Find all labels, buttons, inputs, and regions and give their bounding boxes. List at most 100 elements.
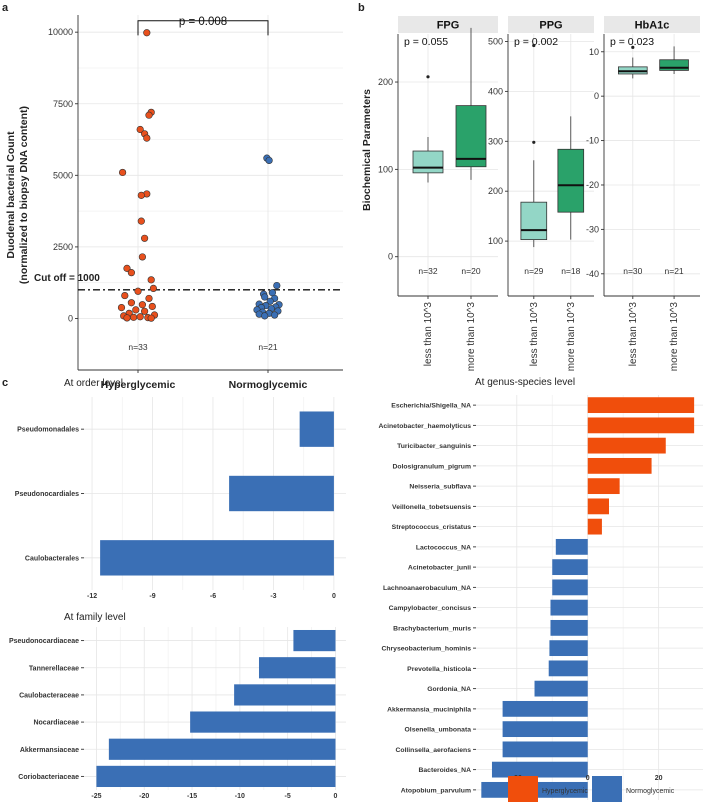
panel-a-data-point: [117, 303, 126, 312]
panel-b-y-tick-label: -40: [586, 269, 599, 279]
panel-a-data-point: [121, 291, 129, 300]
panel-b-x-category-label: more than 10^3: [669, 302, 680, 372]
genus-category-label: Gordonia_NA: [427, 686, 471, 693]
panel-a-data-point: [123, 314, 131, 322]
panel-a-data-point: [134, 287, 142, 295]
panel-a-y-tick-label: 2500: [53, 242, 73, 252]
panel-a-data-point: [127, 269, 135, 277]
panel-a-n-label: n=33: [128, 342, 147, 352]
panel-b-box: [520, 201, 548, 241]
genus-bar: [502, 741, 588, 758]
family-category-label: Coriobacteriaceae: [18, 774, 79, 781]
legend-swatch: [592, 776, 622, 802]
panel-b-n-label: n=21: [665, 266, 684, 276]
panel-b-y-tick-label: 300: [488, 136, 503, 146]
panel-b-n-label: n=32: [418, 266, 437, 276]
panel-a-ylabel-line1: Duodenal bacterial Count: [5, 131, 17, 259]
family-level-title: At family level: [64, 612, 126, 623]
panel-b-y-tick-label: 200: [488, 186, 503, 196]
genus-bar: [587, 437, 666, 454]
panel-a-x-category-label: Normoglycemic: [229, 379, 308, 391]
family-x-tick-label: -20: [139, 793, 149, 800]
genus-category-label: Collinsella_aerofaciens: [395, 747, 471, 754]
panel-a-data-point: [118, 168, 127, 177]
panel-b-box: [455, 105, 487, 168]
panel-a-y-tick-label: 10000: [48, 27, 73, 37]
genus-bar: [502, 721, 588, 738]
panel-a-data-point: [127, 299, 135, 307]
panel-b-facet-title: FPG: [437, 20, 460, 32]
panel-b-y-tick-label: -20: [586, 180, 599, 190]
legend-label: Normoglycemic: [626, 788, 675, 795]
order-category-label: Caulobacterales: [25, 555, 79, 562]
panel-a-data-point: [136, 125, 144, 134]
family-category-label: Nocardiaceae: [33, 720, 79, 727]
panel-b-x-category-label: less than 10^3: [423, 302, 434, 367]
order-category-label: Pseudomonadales: [17, 427, 79, 434]
panel-a-pvalue: p = 0.008: [179, 16, 227, 28]
panel-b-y-tick-label: 10: [589, 47, 599, 57]
panel-b-facet-strip: [604, 16, 700, 33]
order-bar: [299, 411, 334, 447]
genus-category-label: Brachybacterium_muris: [393, 625, 471, 632]
family-category-label: Tannerellaceae: [29, 665, 79, 672]
family-bar: [234, 684, 336, 706]
panel-a-data-point: [138, 301, 146, 309]
panel-b-outlier: [532, 140, 536, 144]
panel-a-data-point: [123, 264, 131, 272]
legend-label: Hyperglycemic: [542, 788, 588, 795]
genus-category-label: Acinetobacter_haemolyticus: [378, 423, 471, 430]
panel-b-outlier: [426, 75, 430, 79]
panel-a-n-label: n=21: [258, 342, 277, 352]
panel-letter-a: a: [2, 2, 9, 14]
legend-swatch: [508, 776, 538, 802]
genus-bar: [555, 538, 588, 555]
family-x-tick-label: -15: [187, 793, 197, 800]
genus-x-tick-label: 20: [655, 775, 663, 782]
panel-a-data-point: [271, 311, 279, 319]
panel-b-x-category-label: more than 10^3: [466, 302, 477, 372]
family-bar: [190, 711, 336, 733]
panel-a-data-point: [149, 284, 157, 293]
panel-a-data-point: [137, 217, 145, 225]
genus-category-label: Acinetobacter_junii: [408, 565, 471, 572]
panel-b-y-tick-label: 0: [388, 252, 393, 262]
panel-b-outlier: [631, 45, 635, 49]
genus-bar: [534, 680, 588, 697]
panel-b-box: [659, 59, 689, 71]
panel-b-y-tick-label: 200: [378, 77, 393, 87]
family-bar: [293, 629, 336, 652]
genus-bar: [550, 619, 588, 636]
genus-bar: [552, 579, 588, 596]
order-bar: [100, 540, 334, 576]
panel-b-x-category-label: less than 10^3: [529, 302, 540, 367]
panel-b-facet-title: PPG: [539, 20, 562, 32]
panel-a-x-category-label: Hyperglycemic: [101, 379, 176, 391]
panel-a-scatter: Duodenal bacterial Count (normalized to …: [5, 15, 343, 391]
panel-b-facet-strip: [508, 16, 594, 33]
panel-b-y-tick-label: -10: [586, 136, 599, 146]
panel-a-cutoff-label: Cut off = 1000: [34, 273, 100, 284]
panel-a-y-tick-label: 5000: [53, 170, 73, 180]
panel-b-n-label: n=18: [561, 266, 580, 276]
family-category-label: Caulobacteraceae: [19, 692, 79, 699]
genus-bar: [587, 518, 602, 535]
genus-category-label: Veillonella_tobetsuensis: [392, 504, 471, 511]
family-x-tick-label: -25: [91, 793, 101, 800]
panel-b-pvalue: p = 0.002: [514, 36, 558, 48]
panel-a-data-point: [265, 156, 273, 165]
panel-a-significance-bracket: [137, 20, 269, 36]
genus-bar: [491, 761, 588, 778]
panel-letter-b: b: [358, 2, 365, 14]
family-bar: [258, 657, 336, 679]
panel-b-x-category-label: more than 10^3: [566, 302, 577, 372]
genus-category-label: Neisseria_subflava: [409, 484, 471, 491]
panel-b-y-tick-label: -30: [586, 224, 599, 234]
genus-bar: [550, 599, 588, 616]
genus-category-label: Lactococcus_NA: [416, 544, 471, 551]
genus-category-label: Escherichia/Shigella_NA: [391, 403, 471, 410]
panel-b-n-label: n=29: [524, 266, 543, 276]
panel-a-data-point: [137, 191, 145, 199]
